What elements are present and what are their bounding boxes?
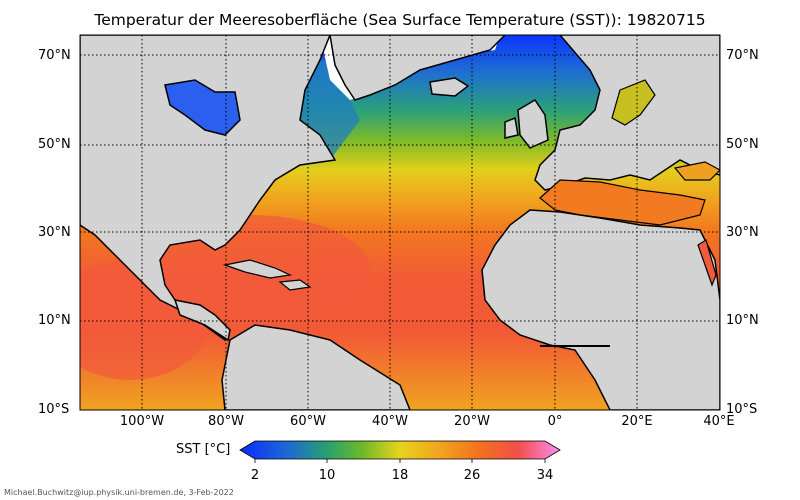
lat-label-right-10n: 10°N	[726, 313, 759, 328]
colorbar-tick-26: 26	[463, 468, 481, 483]
hispaniola	[278, 279, 312, 291]
black-sea	[673, 161, 720, 181]
colorbar-tick-18: 18	[391, 468, 409, 483]
colorbar-label: SST [°C]	[176, 442, 231, 457]
lon-label-40e: 40°E	[703, 414, 735, 429]
colorbar-tick-34: 34	[536, 468, 554, 483]
lat-label-left-10s: 10°S	[38, 402, 70, 417]
lon-label-20e: 20°E	[621, 414, 653, 429]
colorbar-tick-10: 10	[318, 468, 336, 483]
lat-label-left-10n: 10°N	[38, 313, 71, 328]
south-america	[221, 324, 411, 410]
map-title: Temperatur der Meeresoberfläche (Sea Sur…	[94, 11, 706, 29]
lon-label-40w: 40°W	[372, 414, 408, 429]
lat-label-left-30n: 30°N	[38, 225, 71, 240]
hudson-bay	[164, 79, 241, 136]
lat-label-left-70n: 70°N	[38, 48, 71, 63]
cuba	[222, 259, 293, 279]
lat-label-right-10s: 10°S	[726, 402, 758, 417]
central-america	[173, 299, 231, 342]
warm-pacific	[80, 260, 210, 380]
lon-label-60w: 60°W	[290, 414, 326, 429]
british-isles	[517, 98, 549, 149]
lat-label-right-50n: 50°N	[726, 137, 759, 152]
graticule	[80, 35, 720, 410]
lon-label-20w: 20°W	[454, 414, 490, 429]
lat-label-right-30n: 30°N	[726, 225, 759, 240]
iceland	[429, 77, 470, 97]
lon-label-0: 0°	[547, 414, 563, 429]
map-frame	[79, 34, 721, 411]
credit-line: Michael.Buchwitz@iup.physik.uni-bremen.d…	[4, 488, 234, 497]
lon-label-80w: 80°W	[208, 414, 244, 429]
ireland	[504, 116, 519, 139]
red-sea	[697, 239, 717, 287]
africa	[481, 209, 720, 410]
lon-label-100w: 100°W	[119, 414, 165, 429]
lat-label-left-50n: 50°N	[38, 137, 71, 152]
baltic-sea	[611, 79, 656, 126]
lat-label-right-70n: 70°N	[726, 48, 759, 63]
north-america	[80, 35, 337, 342]
greenland	[329, 35, 507, 101]
colorbar-tick-2: 2	[250, 468, 260, 483]
gulf-of-guinea-coast	[540, 345, 610, 347]
